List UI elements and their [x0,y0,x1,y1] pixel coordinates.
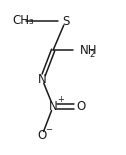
Text: NH: NH [80,44,97,57]
Text: O: O [76,100,86,113]
Text: +: + [57,95,64,104]
Text: S: S [62,15,69,28]
Text: N: N [38,73,46,86]
Text: O: O [37,129,47,142]
Text: N: N [49,100,57,113]
Text: 2: 2 [89,50,94,59]
Text: CH₃: CH₃ [13,14,34,27]
Text: −: − [45,126,52,135]
